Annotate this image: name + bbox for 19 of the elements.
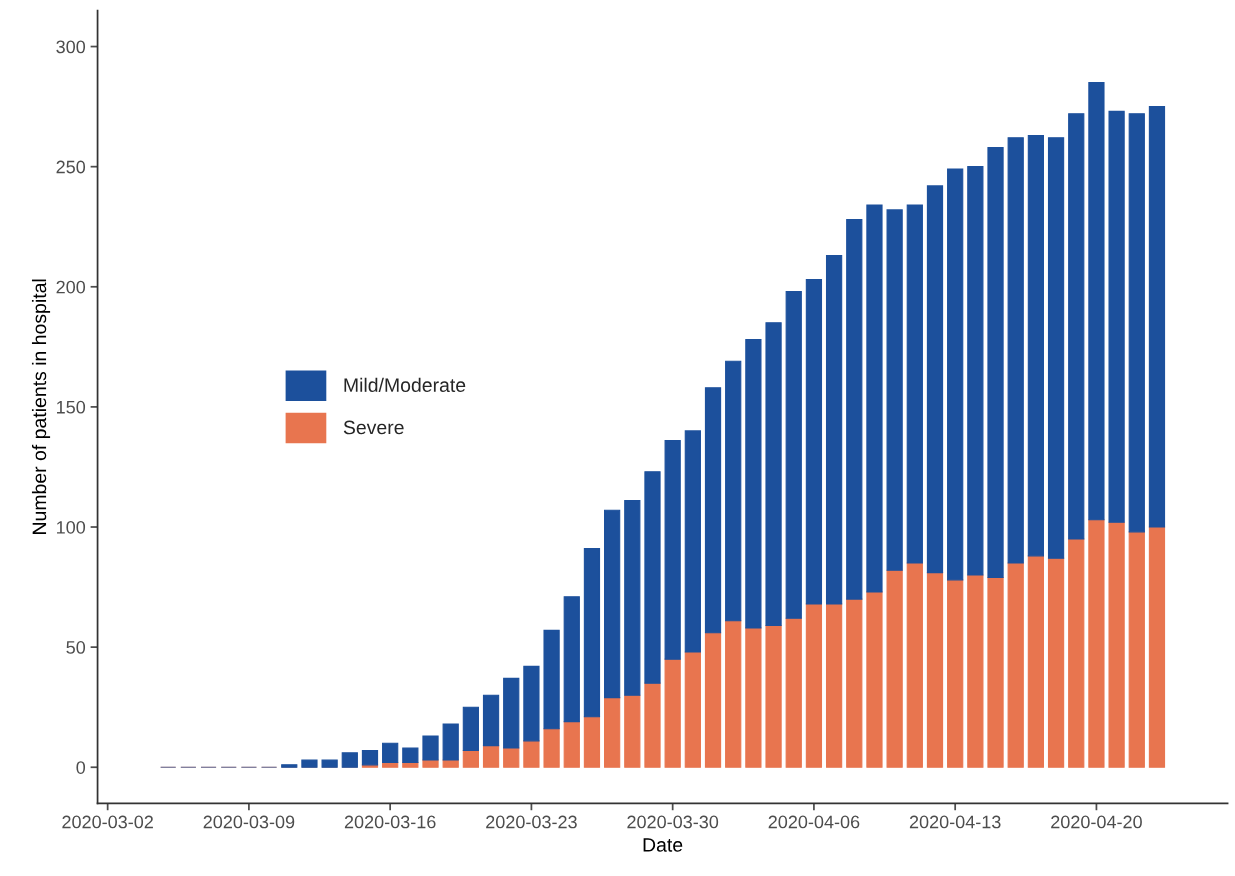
x-tick-label: 2020-03-30 [627, 815, 719, 829]
x-tick-label: 2020-03-02 [62, 815, 153, 829]
y-tick-label: 100 [57, 520, 86, 534]
y-axis-title: Number of patients in hospital [31, 279, 51, 534]
x-tick-label: 2020-04-20 [1051, 815, 1142, 829]
x-tick-label: 2020-03-23 [486, 815, 577, 829]
y-tick-label: 300 [56, 40, 86, 54]
x-tick-label: 2020-04-13 [909, 815, 1001, 829]
x-tick-label: 2020-03-09 [203, 815, 295, 829]
x-tick-label: 2020-04-06 [768, 815, 860, 829]
y-tick-label: 250 [56, 160, 86, 174]
legend-label: Severe [343, 420, 404, 435]
x-axis-title: Date [643, 838, 683, 852]
legend-label: Mild/Moderate [344, 377, 466, 393]
y-tick-label: 200 [56, 280, 86, 294]
y-tick-label: 150 [57, 400, 86, 414]
y-tick-label: 0 [76, 761, 86, 774]
x-tick-label: 2020-03-16 [344, 815, 436, 829]
y-tick-label: 50 [66, 641, 86, 654]
